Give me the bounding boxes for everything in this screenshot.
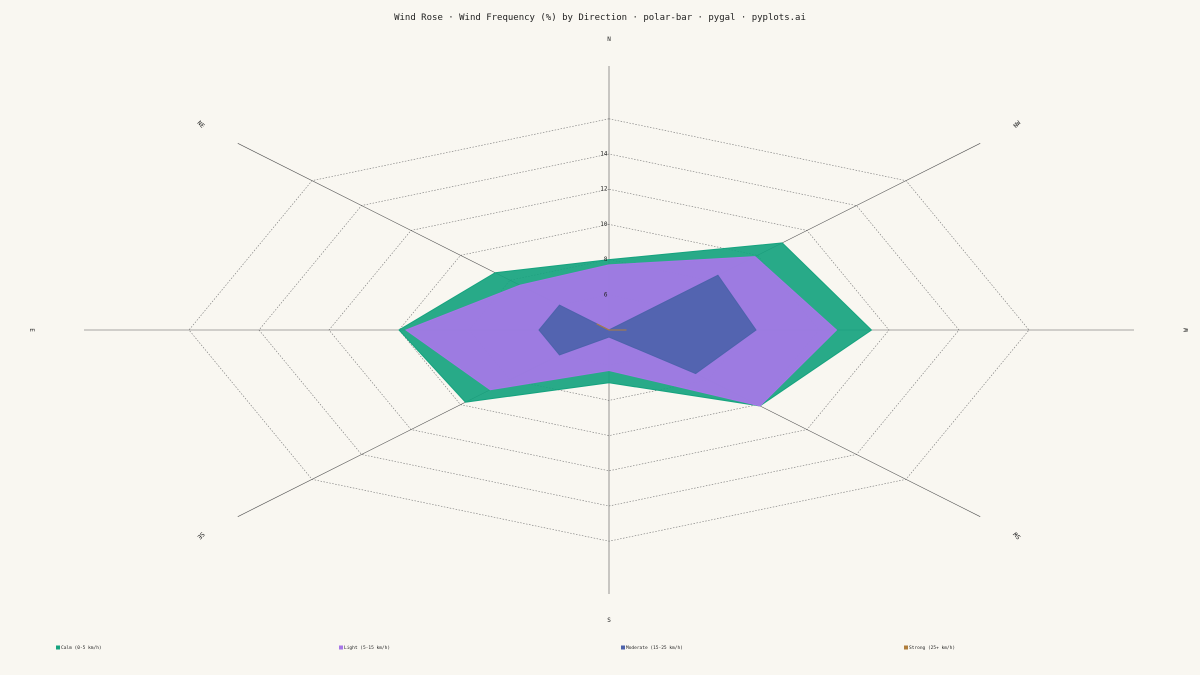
legend-label-0: Calm (0-5 km/h) [61,645,102,651]
direction-labels: N NE E SE S SW W NW [28,36,1190,624]
legend: Calm (0-5 km/h) Light (5-15 km/h) Moderate… [56,645,955,651]
direction-label-ne: NE [196,120,206,130]
legend-item-2: Moderate (15-25 km/h) [621,645,683,651]
legend-label-2: Moderate (15-25 km/h) [626,645,683,651]
grid-ring-2 [398,224,820,436]
legend-item-0: Calm (0-5 km/h) [56,645,102,651]
radial-tick-label-3: 12 [600,186,608,193]
legend-swatch-3 [904,645,908,650]
radial-tick-labels: 6 8 10 12 14 [600,151,608,299]
radial-tick-label-1: 8 [604,256,608,263]
legend-swatch-2 [621,645,625,650]
radial-tick-label-2: 10 [600,221,608,228]
series-area-3 [596,323,627,331]
direction-label-nw: NW [1012,119,1022,129]
legend-label-1: Light (5-15 km/h) [344,645,390,651]
legend-label-3: Strong (25+ km/h) [909,645,955,651]
legend-item-1: Light (5-15 km/h) [339,645,390,651]
series-layer [398,242,873,407]
radial-tick-label-4: 14 [600,151,608,158]
legend-swatch-0 [56,645,60,650]
legend-swatch-1 [339,645,343,650]
direction-label-w: W [1183,328,1190,332]
series-area-2 [538,274,757,375]
direction-label-e: E [28,328,35,332]
direction-label-n: N [607,36,611,43]
chart-title: Wind Rose · Wind Frequency (%) by Direct… [394,13,806,23]
direction-label-sw: SW [1012,530,1022,540]
legend-item-3: Strong (25+ km/h) [904,645,955,651]
direction-label-s: S [607,617,611,624]
direction-label-se: SE [195,530,205,540]
radial-tick-label-0: 6 [604,291,608,298]
